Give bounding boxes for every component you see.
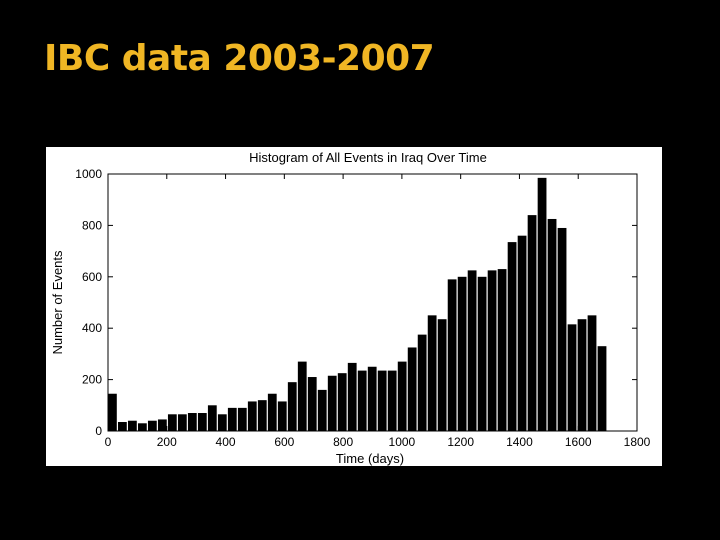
x-tick-label: 1600 — [565, 435, 592, 449]
histogram-bar — [267, 393, 277, 431]
y-tick-label: 0 — [95, 424, 102, 438]
y-tick-label: 400 — [82, 321, 102, 335]
histogram-bar — [527, 215, 537, 431]
histogram-bar — [417, 334, 427, 431]
y-tick-label: 800 — [82, 218, 102, 232]
histogram-bar — [207, 405, 217, 431]
histogram-chart: Histogram of All Events in Iraq Over Tim… — [50, 150, 651, 466]
histogram-bar — [497, 269, 507, 431]
histogram-bar — [177, 414, 187, 431]
slide-title: IBC data 2003-2007 — [44, 38, 435, 79]
histogram-bar — [297, 361, 307, 431]
histogram-bar — [317, 389, 327, 431]
y-tick-label: 200 — [82, 373, 102, 387]
histogram-bar — [237, 407, 247, 431]
histogram-bar — [257, 400, 267, 431]
histogram-bar — [327, 375, 337, 431]
histogram-bar — [197, 413, 207, 431]
histogram-bar — [307, 377, 317, 431]
histogram-bar — [437, 319, 447, 431]
histogram-bar — [487, 270, 497, 431]
histogram-bar — [577, 319, 587, 431]
histogram-bar — [397, 361, 407, 431]
chart-title: Histogram of All Events in Iraq Over Tim… — [249, 150, 487, 165]
histogram-bar — [287, 382, 297, 431]
histogram-bar — [137, 423, 147, 431]
y-tick-label: 1000 — [75, 167, 102, 181]
histogram-bar — [337, 373, 347, 431]
y-tick-label: 600 — [82, 270, 102, 284]
histogram-bar — [507, 242, 517, 431]
y-axis-label: Number of Events — [50, 250, 65, 355]
histogram-bar — [187, 413, 197, 431]
histogram-bar — [567, 324, 577, 431]
histogram-bar — [427, 315, 437, 431]
x-axis-label: Time (days) — [336, 451, 404, 466]
histogram-bar — [377, 370, 387, 431]
histogram-bar — [557, 227, 567, 431]
x-tick-label: 0 — [105, 435, 112, 449]
x-tick-label: 800 — [333, 435, 353, 449]
plot-frame — [107, 173, 638, 432]
histogram-bar — [387, 370, 397, 431]
x-tick-label: 1000 — [389, 435, 416, 449]
chart-panel: Histogram of All Events in Iraq Over Tim… — [46, 147, 662, 466]
histogram-bar — [407, 347, 417, 431]
bars-layer — [108, 177, 607, 431]
histogram-bar — [367, 366, 377, 431]
histogram-bar — [277, 401, 287, 431]
histogram-bar — [447, 279, 457, 431]
histogram-bar — [217, 414, 227, 431]
histogram-bar — [457, 276, 467, 431]
histogram-bar — [517, 235, 527, 431]
histogram-bar — [347, 362, 357, 431]
x-tick-label: 1400 — [506, 435, 533, 449]
x-tick-label: 200 — [157, 435, 177, 449]
x-tick-label: 600 — [274, 435, 294, 449]
histogram-bar — [537, 177, 547, 431]
histogram-bar — [587, 315, 597, 431]
histogram-bar — [547, 218, 557, 431]
x-tick-label: 1800 — [624, 435, 651, 449]
histogram-bar — [108, 393, 117, 431]
histogram-bar — [597, 346, 607, 431]
histogram-bar — [467, 270, 477, 431]
histogram-bar — [127, 420, 137, 431]
histogram-bar — [167, 414, 177, 431]
x-tick-label: 1200 — [447, 435, 474, 449]
histogram-bar — [247, 401, 257, 431]
histogram-bar — [157, 419, 167, 431]
histogram-bar — [227, 407, 237, 431]
x-tick-label: 400 — [216, 435, 236, 449]
histogram-bar — [147, 420, 157, 431]
histogram-bar — [117, 422, 127, 431]
histogram-bar — [477, 276, 487, 431]
histogram-bar — [357, 370, 367, 431]
